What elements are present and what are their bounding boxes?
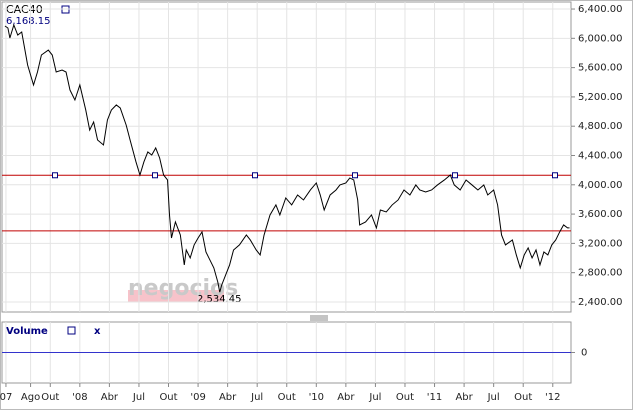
y-tick-label: 2,800.00 xyxy=(578,268,623,279)
x-tick-label: Jul xyxy=(132,392,145,403)
x-tick-label: '09 xyxy=(190,392,205,403)
x-tick-label: 07 xyxy=(0,392,12,403)
x-tick-label: Abr xyxy=(219,392,237,403)
y-tick-label: 4,000.00 xyxy=(578,180,623,191)
x-tick-label: '11 xyxy=(427,392,442,403)
line-handle[interactable] xyxy=(252,172,258,179)
divider-handle[interactable] xyxy=(310,315,328,321)
price-line xyxy=(4,23,570,293)
annotation: 6,168.15 xyxy=(6,16,51,27)
x-tick-label: Out xyxy=(159,392,177,403)
y-tick-label: 4,400.00 xyxy=(578,150,623,161)
y-tick-label: 3,600.00 xyxy=(578,209,623,220)
x-tick-label: Out xyxy=(514,392,532,403)
y-tick-label: 5,200.00 xyxy=(578,92,623,103)
x-tick-label: Jul xyxy=(487,392,500,403)
y-tick-label: 4,800.00 xyxy=(578,121,623,132)
y-tick-label: 2,400.00 xyxy=(578,297,623,308)
line-handle[interactable] xyxy=(52,172,58,179)
line-handle[interactable] xyxy=(352,172,358,179)
line-handle[interactable] xyxy=(152,172,158,179)
x-tick-label: '08 xyxy=(72,392,87,403)
close-button[interactable]: x xyxy=(94,326,101,337)
y-tick-label: 0 xyxy=(581,348,587,359)
x-tick-label: '12 xyxy=(545,392,560,403)
x-tick-label: Out xyxy=(396,392,414,403)
volume-toggle[interactable] xyxy=(67,326,76,335)
x-tick-label: Out xyxy=(41,392,59,403)
x-tick-label: Abr xyxy=(101,392,119,403)
x-tick-label: Jul xyxy=(250,392,263,403)
annotation: 2,534.45 xyxy=(197,294,242,305)
y-tick-label: 6,000.00 xyxy=(578,33,623,44)
y-tick-label: 6,400.00 xyxy=(578,4,623,15)
x-tick-label: Abr xyxy=(455,392,473,403)
line-handle[interactable] xyxy=(452,172,458,179)
watermark: negocios xyxy=(128,276,238,301)
x-tick-label: '10 xyxy=(309,392,324,403)
x-tick-label: Abr xyxy=(337,392,355,403)
line-handle[interactable] xyxy=(552,172,558,179)
x-tick-label: Ago xyxy=(21,392,40,403)
x-tick-label: Out xyxy=(278,392,296,403)
y-tick-label: 5,600.00 xyxy=(578,63,623,74)
y-tick-label: 3,200.00 xyxy=(578,238,623,249)
watermark-bar xyxy=(128,290,224,302)
volume-title: Volume xyxy=(6,326,48,337)
x-tick-label: Jul xyxy=(368,392,381,403)
